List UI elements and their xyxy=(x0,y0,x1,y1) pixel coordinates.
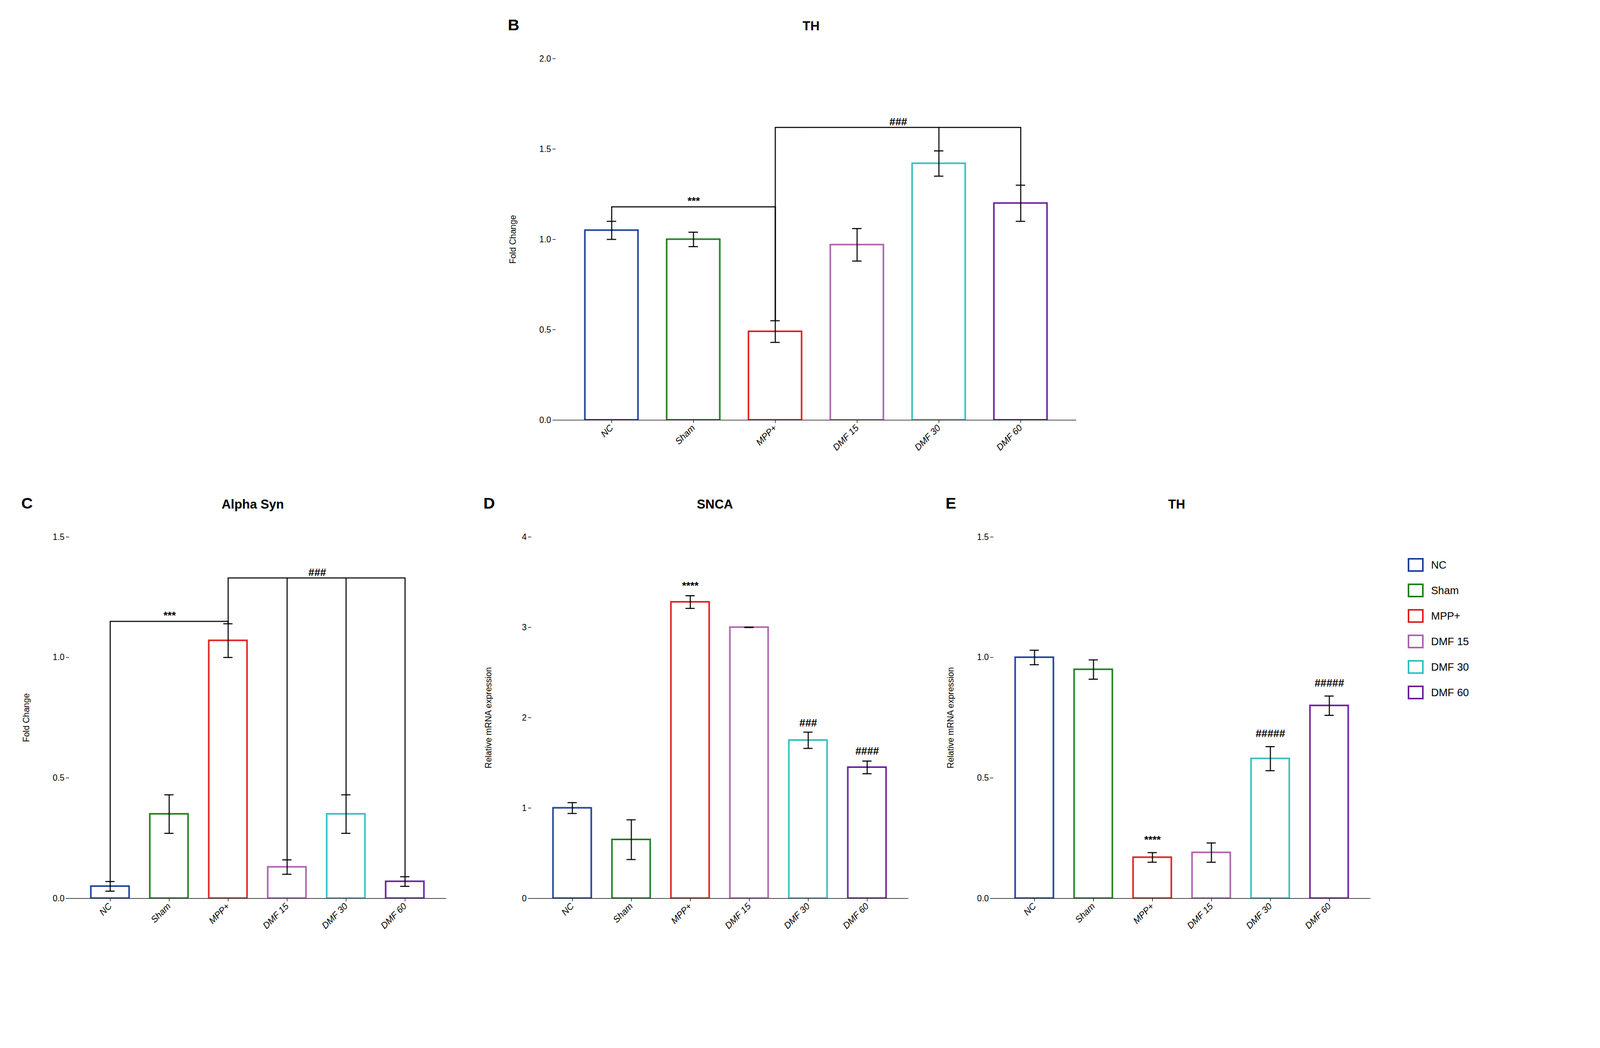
svg-text:1.0: 1.0 xyxy=(539,234,551,244)
svg-text:***: *** xyxy=(687,194,701,207)
svg-text:1.5: 1.5 xyxy=(52,532,65,542)
svg-text:Sham: Sham xyxy=(610,900,635,925)
svg-text:DMF 15: DMF 15 xyxy=(722,900,753,931)
svg-text:DMF 30: DMF 30 xyxy=(319,900,350,931)
html-text:TH: TH xyxy=(802,18,820,33)
svg-text:####: #### xyxy=(855,744,880,757)
svg-text:0.5: 0.5 xyxy=(539,325,551,335)
html-text:E: E xyxy=(945,494,957,512)
svg-text:1.0: 1.0 xyxy=(976,652,989,662)
svg-text:Relative mRNA expression: Relative mRNA expression xyxy=(483,666,493,768)
svg-text:Sham: Sham xyxy=(673,422,697,447)
svg-text:###: ### xyxy=(889,115,907,128)
html-text:C: C xyxy=(21,494,33,512)
svg-text:1: 1 xyxy=(522,803,527,813)
html-text:Alpha Syn: Alpha Syn xyxy=(221,496,284,512)
svg-text:1.0: 1.0 xyxy=(52,652,65,662)
html-text:D: D xyxy=(483,494,495,512)
svg-text:Sham: Sham xyxy=(1073,900,1097,925)
svg-text:MPP+: MPP+ xyxy=(754,422,780,448)
svg-text:DMF 60: DMF 60 xyxy=(378,900,409,931)
svg-text:2.0: 2.0 xyxy=(539,54,551,64)
html-text:DMF 30: DMF 30 xyxy=(1431,660,1469,673)
svg-text:NC: NC xyxy=(598,422,616,439)
svg-text:****: **** xyxy=(682,579,699,592)
svg-text:NC: NC xyxy=(1021,900,1038,917)
svg-text:3: 3 xyxy=(522,622,527,632)
svg-text:****: **** xyxy=(1144,833,1161,846)
svg-text:DMF 60: DMF 60 xyxy=(994,422,1025,453)
svg-text:MPP+: MPP+ xyxy=(207,900,233,926)
svg-text:DMF 30: DMF 30 xyxy=(1244,900,1274,931)
svg-text:0.0: 0.0 xyxy=(976,893,989,903)
svg-text:DMF 15: DMF 15 xyxy=(1185,900,1215,931)
svg-text:Sham: Sham xyxy=(148,900,173,925)
svg-text:Fold Change: Fold Change xyxy=(508,215,518,265)
svg-text:Relative mRNA expression: Relative mRNA expression xyxy=(946,666,956,768)
svg-text:DMF 30: DMF 30 xyxy=(781,900,812,931)
svg-text:###: ### xyxy=(308,566,327,578)
svg-text:0.0: 0.0 xyxy=(539,415,551,425)
svg-text:0.0: 0.0 xyxy=(52,893,65,903)
svg-text:DMF 60: DMF 60 xyxy=(1303,900,1333,931)
svg-text:DMF 60: DMF 60 xyxy=(840,900,871,931)
svg-text:***: *** xyxy=(163,609,177,621)
svg-text:MPP+: MPP+ xyxy=(669,900,695,926)
svg-text:NC: NC xyxy=(97,900,114,917)
svg-text:NC: NC xyxy=(559,900,576,917)
html-text:TH: TH xyxy=(1168,496,1186,512)
svg-text:MPP+: MPP+ xyxy=(1131,900,1157,926)
svg-text:#####: ##### xyxy=(1255,727,1286,739)
svg-text:#####: ##### xyxy=(1314,676,1345,689)
svg-text:DMF 15: DMF 15 xyxy=(830,422,861,453)
svg-text:1.5: 1.5 xyxy=(539,144,551,154)
svg-text:4: 4 xyxy=(522,532,527,542)
html-text:Sham: Sham xyxy=(1431,584,1459,596)
svg-text:Fold Change: Fold Change xyxy=(21,693,31,743)
svg-text:0.5: 0.5 xyxy=(976,772,989,782)
html-text:B: B xyxy=(507,15,520,34)
svg-text:###: ### xyxy=(799,716,817,729)
html-text:DMF 60: DMF 60 xyxy=(1431,686,1469,698)
svg-text:DMF 30: DMF 30 xyxy=(912,422,943,453)
svg-text:1.5: 1.5 xyxy=(976,532,989,542)
svg-text:2: 2 xyxy=(522,712,527,722)
html-text:SNCA: SNCA xyxy=(696,496,733,512)
svg-text:0: 0 xyxy=(522,893,527,903)
html-text:DMF 15: DMF 15 xyxy=(1431,635,1469,647)
svg-text:0.5: 0.5 xyxy=(52,772,65,782)
svg-text:DMF 15: DMF 15 xyxy=(260,900,291,931)
html-text:MPP+: MPP+ xyxy=(1431,609,1461,622)
html-text:NC: NC xyxy=(1431,558,1447,571)
